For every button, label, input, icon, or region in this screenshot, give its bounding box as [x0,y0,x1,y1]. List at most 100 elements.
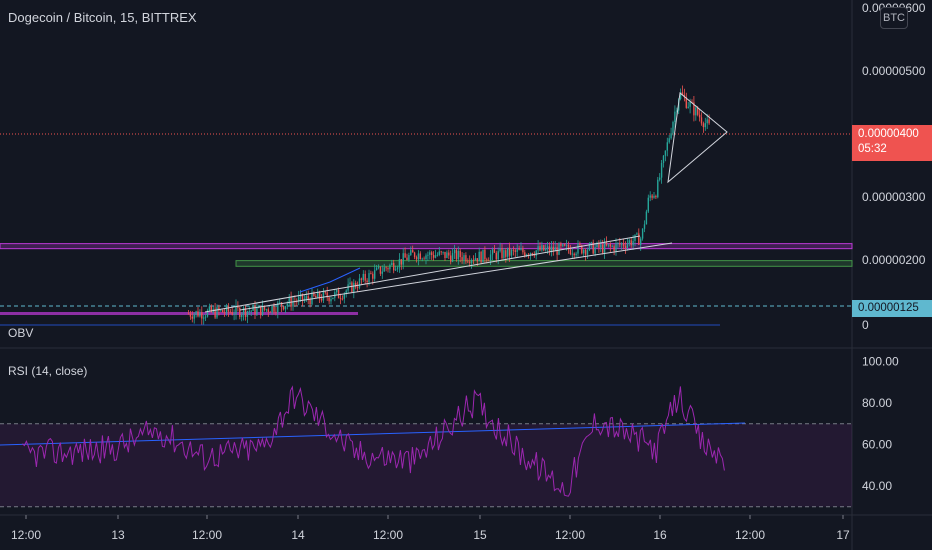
candle-body [305,296,307,299]
candle-body [520,248,522,250]
candle-body [491,249,494,255]
currency-button[interactable]: BTC [880,7,908,29]
rsi-tick-label: 40.00 [862,479,892,493]
candle-body [191,316,193,319]
candle-body [640,238,642,245]
candle-body [649,195,651,198]
candle-body [554,247,556,252]
candle-body [698,114,701,118]
candle-body [560,243,562,246]
candle-body [432,255,435,258]
candle-body [353,282,355,293]
candle-body [214,308,216,318]
candle-body [472,259,475,261]
zone-magenta [0,243,853,250]
candle-body [537,246,539,251]
candle-body [586,250,589,255]
candle-body [349,282,351,285]
candle-body [328,297,330,302]
candle-body [440,251,442,253]
candle-body [282,306,285,310]
candle-body [465,255,467,262]
candle-body [241,314,243,317]
candle-body [199,312,201,317]
candle-body [419,253,421,260]
candle-body [358,278,361,288]
candle-body [499,248,501,252]
candle-body [685,97,687,108]
candle-body [415,257,418,260]
candle-body [307,296,309,300]
candle-body [571,253,573,255]
candle-body [461,257,463,261]
candle-body [645,211,648,225]
candle-body [296,301,298,303]
candle-body [206,310,209,317]
triangle-pattern [667,92,728,184]
candle-body [655,195,657,198]
candle-body [360,278,363,280]
candle-body [402,253,404,265]
candle-body [450,255,452,262]
candle-body [434,255,437,258]
candle-body [315,295,317,298]
candle-body [444,251,446,258]
candle-body [273,305,275,312]
candle-body [552,246,554,252]
candle-body [484,249,486,260]
candle-body [666,142,668,151]
candle-body [254,305,256,315]
candle-body [429,252,431,255]
candle-body [375,267,378,271]
obv-value-badge: 0.00000125 [852,300,932,317]
candle-body [474,258,477,261]
candle-body [263,305,266,310]
candle-body [613,246,615,252]
candle-body [324,291,326,293]
candle-body [275,311,277,313]
candle-body [216,307,218,318]
candle-body [497,251,499,260]
candle-body [626,243,629,249]
candle-body [548,246,551,252]
candle-body [292,301,294,307]
candle-body [581,245,583,254]
candle-body [377,266,380,268]
candle-body [562,244,564,246]
candle-body [662,155,665,163]
candle-body [385,267,387,269]
candle-body [203,317,205,319]
candle-body [279,302,281,304]
candle-body [672,121,674,134]
candle-body [598,242,600,248]
current-price-badge: 0.00000400 05:32 [852,125,932,161]
candle-body [489,254,492,261]
candle-body [408,255,410,260]
candle-body [387,268,389,270]
candle-body [708,119,710,124]
candle-body [700,117,703,124]
candle-body [374,270,376,279]
candle-body [522,248,524,253]
candle-body [533,254,535,256]
candle-body [611,246,613,248]
candle-body [575,253,577,256]
candle-body [398,259,401,268]
candle-body [539,246,541,251]
candle-body [412,250,414,253]
candle-body [493,249,496,253]
candle-body [455,249,458,260]
candle-body [545,248,547,251]
candle-body [355,282,357,288]
candle-body [453,249,456,254]
candle-body [227,305,230,312]
time-tick-label: 14 [291,528,305,542]
candle-body [605,242,608,246]
rsi-tick-label: 80.00 [862,396,892,410]
candle-body [476,258,478,262]
candle-body [687,106,689,108]
candle-body [651,195,653,198]
candle-body [394,269,397,271]
candle-body [330,298,332,302]
